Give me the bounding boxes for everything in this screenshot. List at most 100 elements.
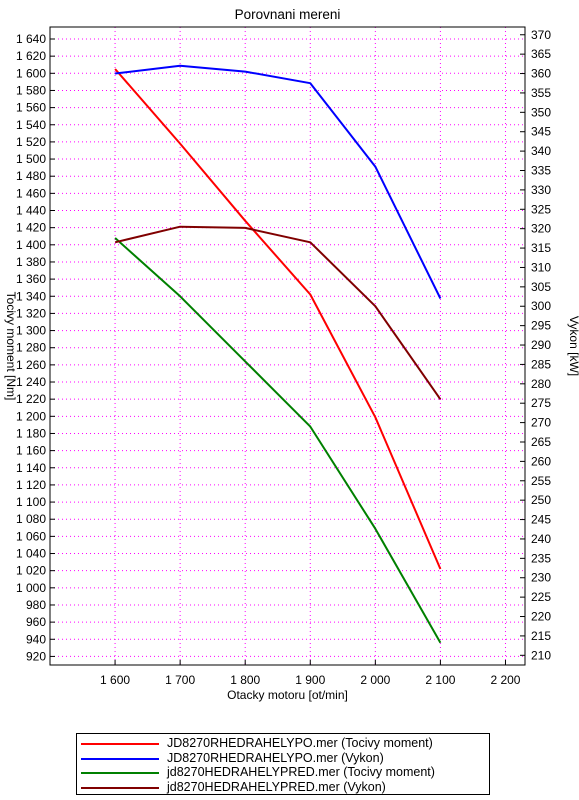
y-left-tick-label: 920 [26,649,46,663]
y-left-tick-label: 1 380 [16,255,46,269]
y-left-tick-label: 1 260 [16,358,46,372]
legend-label: JD8270RHEDRAHELYPO.mer (Vykon) [167,750,384,765]
y-left-tick-label: 1 080 [16,512,46,526]
grid [50,27,525,665]
y-left-tick-label: 1 040 [16,547,46,561]
y-right-tick-label: 315 [531,241,551,255]
y-right-tick-label: 340 [531,144,551,158]
y-right-tick-label: 240 [531,532,551,546]
y-right-tick-label: 250 [531,493,551,507]
x-axis: 1 600 1 700 1 800 1 900 2 000 2 100 2 200 [100,660,521,687]
y-right-tick-label: 210 [531,648,551,662]
y-left-tick-label: 1 580 [16,83,46,97]
y-left-tick-label: 1 060 [16,529,46,543]
y-left-tick-label: 1 100 [16,495,46,509]
legend-entry: JD8270RHEDRAHELYPO.mer (Tocivy moment) [77,736,489,752]
y-right-tick-label: 345 [531,125,551,139]
y-axis-left-label: Tocivy moment [Nm] [4,292,18,401]
series-line-2 [114,237,442,644]
y-left-tick-label: 1 400 [16,238,46,252]
y-right-tick-label: 255 [531,474,551,488]
x-tick-label: 1 600 [100,673,130,687]
legend-label: jd8270HEDRAHELYPRED.mer (Vykon) [167,779,386,794]
plot-frame [49,26,526,666]
y-right-tick-label: 335 [531,164,551,178]
legend-entry: jd8270HEDRAHELYPRED.mer (Vykon) [77,779,489,796]
y-right-tick-label: 230 [531,571,551,585]
chart-title: Porovnani mereni [235,7,341,22]
y-right-tick-label: 355 [531,86,551,100]
y-left-tick-label: 1 460 [16,186,46,200]
y-left-tick-label: 1 160 [16,444,46,458]
x-tick-label: 1 900 [295,673,325,687]
y-left-tick-label: 1 340 [16,289,46,303]
y-left-tick-label: 1 120 [16,478,46,492]
legend-swatch [81,772,159,774]
y-right-tick-label: 225 [531,590,551,604]
y-right-tick-label: 285 [531,357,551,371]
legend-swatch [81,743,159,745]
series-line-1 [114,64,442,299]
y-left-tick-label: 1 300 [16,324,46,338]
y-left-tick-label: 1 000 [16,581,46,595]
y-left-tick-label: 1 220 [16,392,46,406]
y-right-tick-label: 295 [531,319,551,333]
y-left-tick-label: 1 020 [16,564,46,578]
y-left-tick-label: 1 600 [16,66,46,80]
series-line-3 [114,225,442,400]
y-axis-right: 210 215 220 225 230 235 240 245 250 255 260 265 270 2… [520,28,551,662]
y-left-tick-label: 1 420 [16,221,46,235]
x-tick-label: 2 100 [425,673,455,687]
x-tick-label: 1 800 [230,673,260,687]
y-right-tick-label: 360 [531,67,551,81]
y-left-tick-label: 1 240 [16,375,46,389]
y-right-tick-label: 245 [531,513,551,527]
y-left-tick-label: 980 [26,598,46,612]
x-tick-label: 2 200 [490,673,520,687]
legend-label: JD8270RHEDRAHELYPO.mer (Tocivy moment) [167,736,433,750]
legend-entry: jd8270HEDRAHELYPRED.mer (Tocivy moment) [77,765,489,781]
chart-area: Porovnani mereni 920 940 960 980 1 000 1 020 1… [4,7,579,702]
y-right-tick-label: 280 [531,377,551,391]
y-left-tick-label: 1 280 [16,341,46,355]
y-right-tick-label: 370 [531,28,551,42]
y-right-tick-label: 325 [531,202,551,216]
y-left-tick-label: 1 320 [16,306,46,320]
y-right-tick-label: 275 [531,396,551,410]
x-tick-label: 1 700 [165,673,195,687]
y-left-tick-label: 1 560 [16,101,46,115]
y-right-tick-label: 320 [531,222,551,236]
y-left-tick-label: 1 140 [16,461,46,475]
y-right-tick-label: 270 [531,416,551,430]
y-left-tick-label: 1 440 [16,204,46,218]
y-right-tick-label: 215 [531,629,551,643]
y-left-tick-label: 1 200 [16,409,46,423]
y-left-tick-label: 960 [26,615,46,629]
y-right-tick-label: 235 [531,551,551,565]
y-left-tick-label: 1 500 [16,152,46,166]
y-left-tick-label: 1 640 [16,32,46,46]
legend: JD8270RHEDRAHELYPO.mer (Tocivy moment) J… [76,733,490,795]
y-axis-right-label: Vykon [kW] [567,316,579,376]
series-line-0 [114,68,442,570]
y-right-tick-label: 330 [531,183,551,197]
legend-entry: JD8270RHEDRAHELYPO.mer (Vykon) [77,750,489,767]
y-left-tick-label: 1 180 [16,426,46,440]
y-left-tick-label: 940 [26,632,46,646]
y-left-tick-label: 1 620 [16,49,46,63]
y-right-tick-label: 305 [531,280,551,294]
y-right-tick-label: 265 [531,435,551,449]
y-right-tick-label: 290 [531,338,551,352]
legend-label: jd8270HEDRAHELYPRED.mer (Tocivy moment) [167,765,435,779]
y-left-tick-label: 1 540 [16,118,46,132]
y-right-tick-label: 220 [531,610,551,624]
y-left-tick-label: 1 520 [16,135,46,149]
legend-swatch [81,757,159,760]
legend-swatch [81,786,159,789]
y-right-tick-label: 310 [531,260,551,274]
x-tick-label: 2 000 [360,673,390,687]
series-layer [114,64,442,644]
y-axis-left: 920 940 960 980 1 000 1 020 1 040 1 060 1 080 1 1… [16,32,55,663]
y-left-tick-label: 1 480 [16,169,46,183]
y-right-tick-label: 365 [531,47,551,61]
